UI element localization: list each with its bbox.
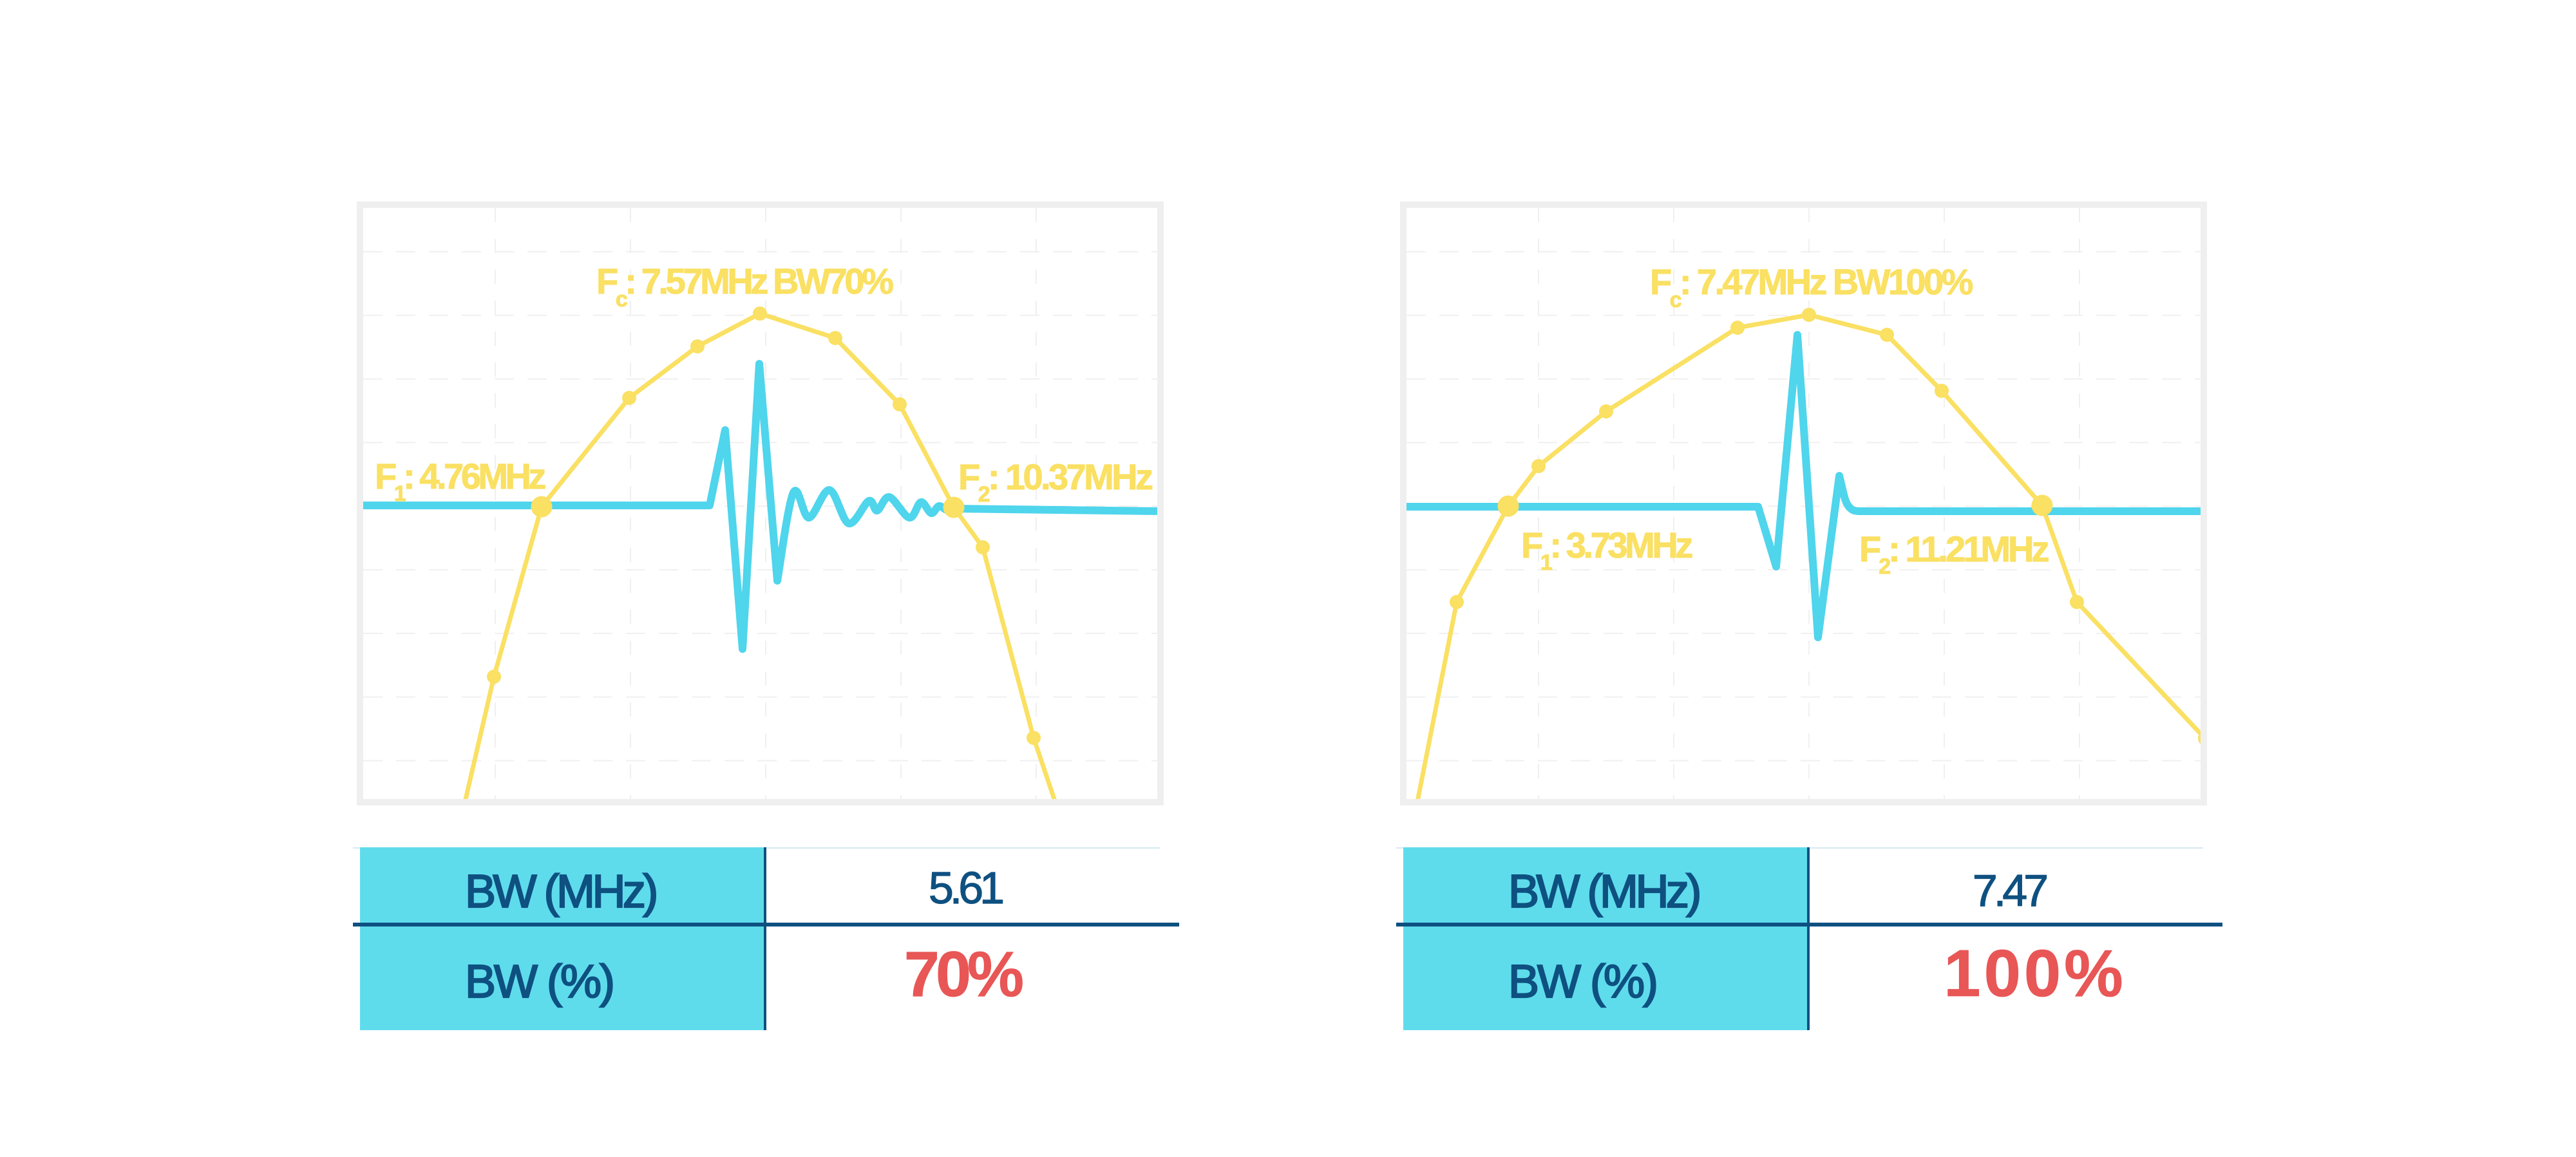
- svg-text:70%: 70%: [904, 938, 1023, 1010]
- svg-text:BW (%): BW (%): [1508, 956, 1656, 1008]
- svg-text:100%: 100%: [1944, 936, 2126, 1010]
- svg-text:F2: 11.21MHz: F2: 11.21MHz: [1859, 529, 2048, 579]
- svg-text:BW (MHz): BW (MHz): [465, 866, 656, 917]
- svg-text:7.47: 7.47: [1973, 865, 2047, 916]
- svg-text:Fc: 7.57MHz BW70%: Fc: 7.57MHz BW70%: [596, 261, 893, 312]
- svg-text:BW (%): BW (%): [465, 956, 613, 1008]
- svg-text:BW (MHz): BW (MHz): [1508, 866, 1699, 917]
- svg-text:5.61: 5.61: [929, 863, 1003, 913]
